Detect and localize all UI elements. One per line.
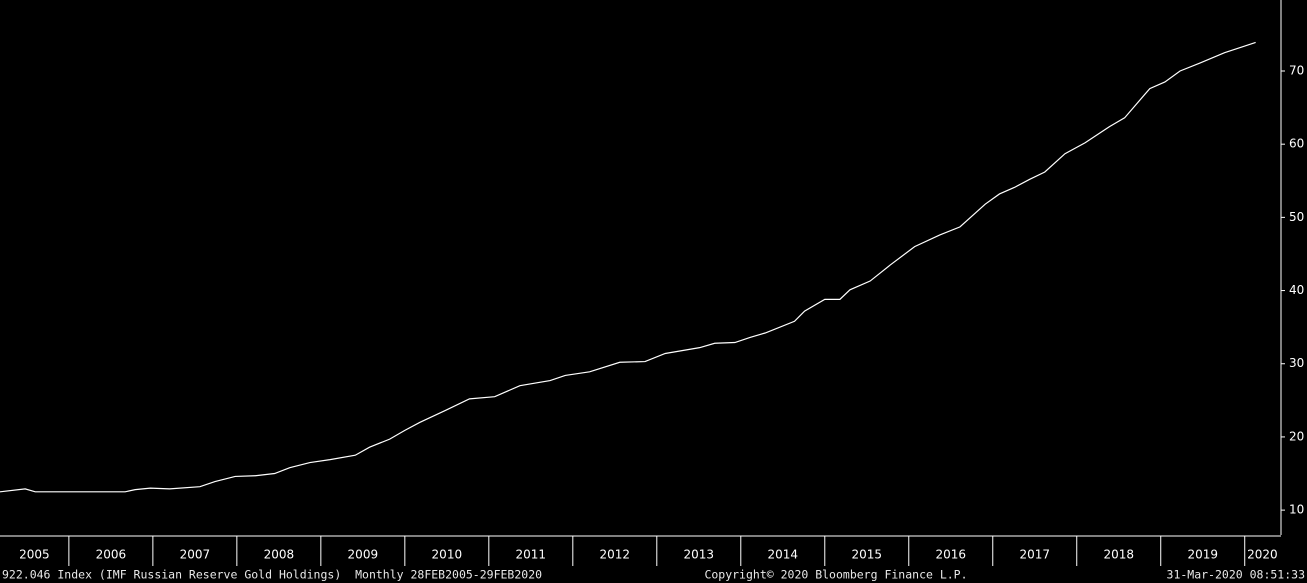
- y-tick-label: 60: [1289, 137, 1304, 151]
- x-tick-label: 2005: [19, 548, 50, 562]
- footer-right: 31-Mar-2020 08:51:33: [1167, 568, 1306, 582]
- x-tick-label: 2018: [1103, 548, 1134, 562]
- x-tick-label: 2014: [768, 548, 799, 562]
- x-tick-label: 2013: [684, 548, 715, 562]
- y-tick-label: 40: [1289, 283, 1304, 297]
- x-tick-label: 2019: [1187, 548, 1218, 562]
- x-tick-label: 2016: [935, 548, 966, 562]
- y-tick-label: 70: [1289, 63, 1304, 77]
- x-tick-label: 2008: [264, 548, 295, 562]
- x-tick-label: 2017: [1019, 548, 1050, 562]
- y-tick-label: 20: [1289, 429, 1304, 443]
- data-line: [0, 41, 1256, 493]
- x-tick-label: 2015: [851, 548, 882, 562]
- y-tick-label: 50: [1289, 210, 1304, 224]
- x-tick-label: 2012: [600, 548, 631, 562]
- y-tick-label: 10: [1289, 503, 1304, 517]
- x-tick-label: 2010: [432, 548, 463, 562]
- footer-left: 922.046 Index (IMF Russian Reserve Gold …: [2, 568, 542, 582]
- y-tick-label: 30: [1289, 356, 1304, 370]
- footer-center: Copyright© 2020 Bloomberg Finance L.P.: [704, 568, 967, 582]
- x-tick-label: 2006: [96, 548, 127, 562]
- x-tick-label: 2020: [1247, 548, 1278, 562]
- x-tick-label: 2011: [516, 548, 547, 562]
- x-tick-label: 2007: [180, 548, 211, 562]
- x-tick-label: 2009: [348, 548, 379, 562]
